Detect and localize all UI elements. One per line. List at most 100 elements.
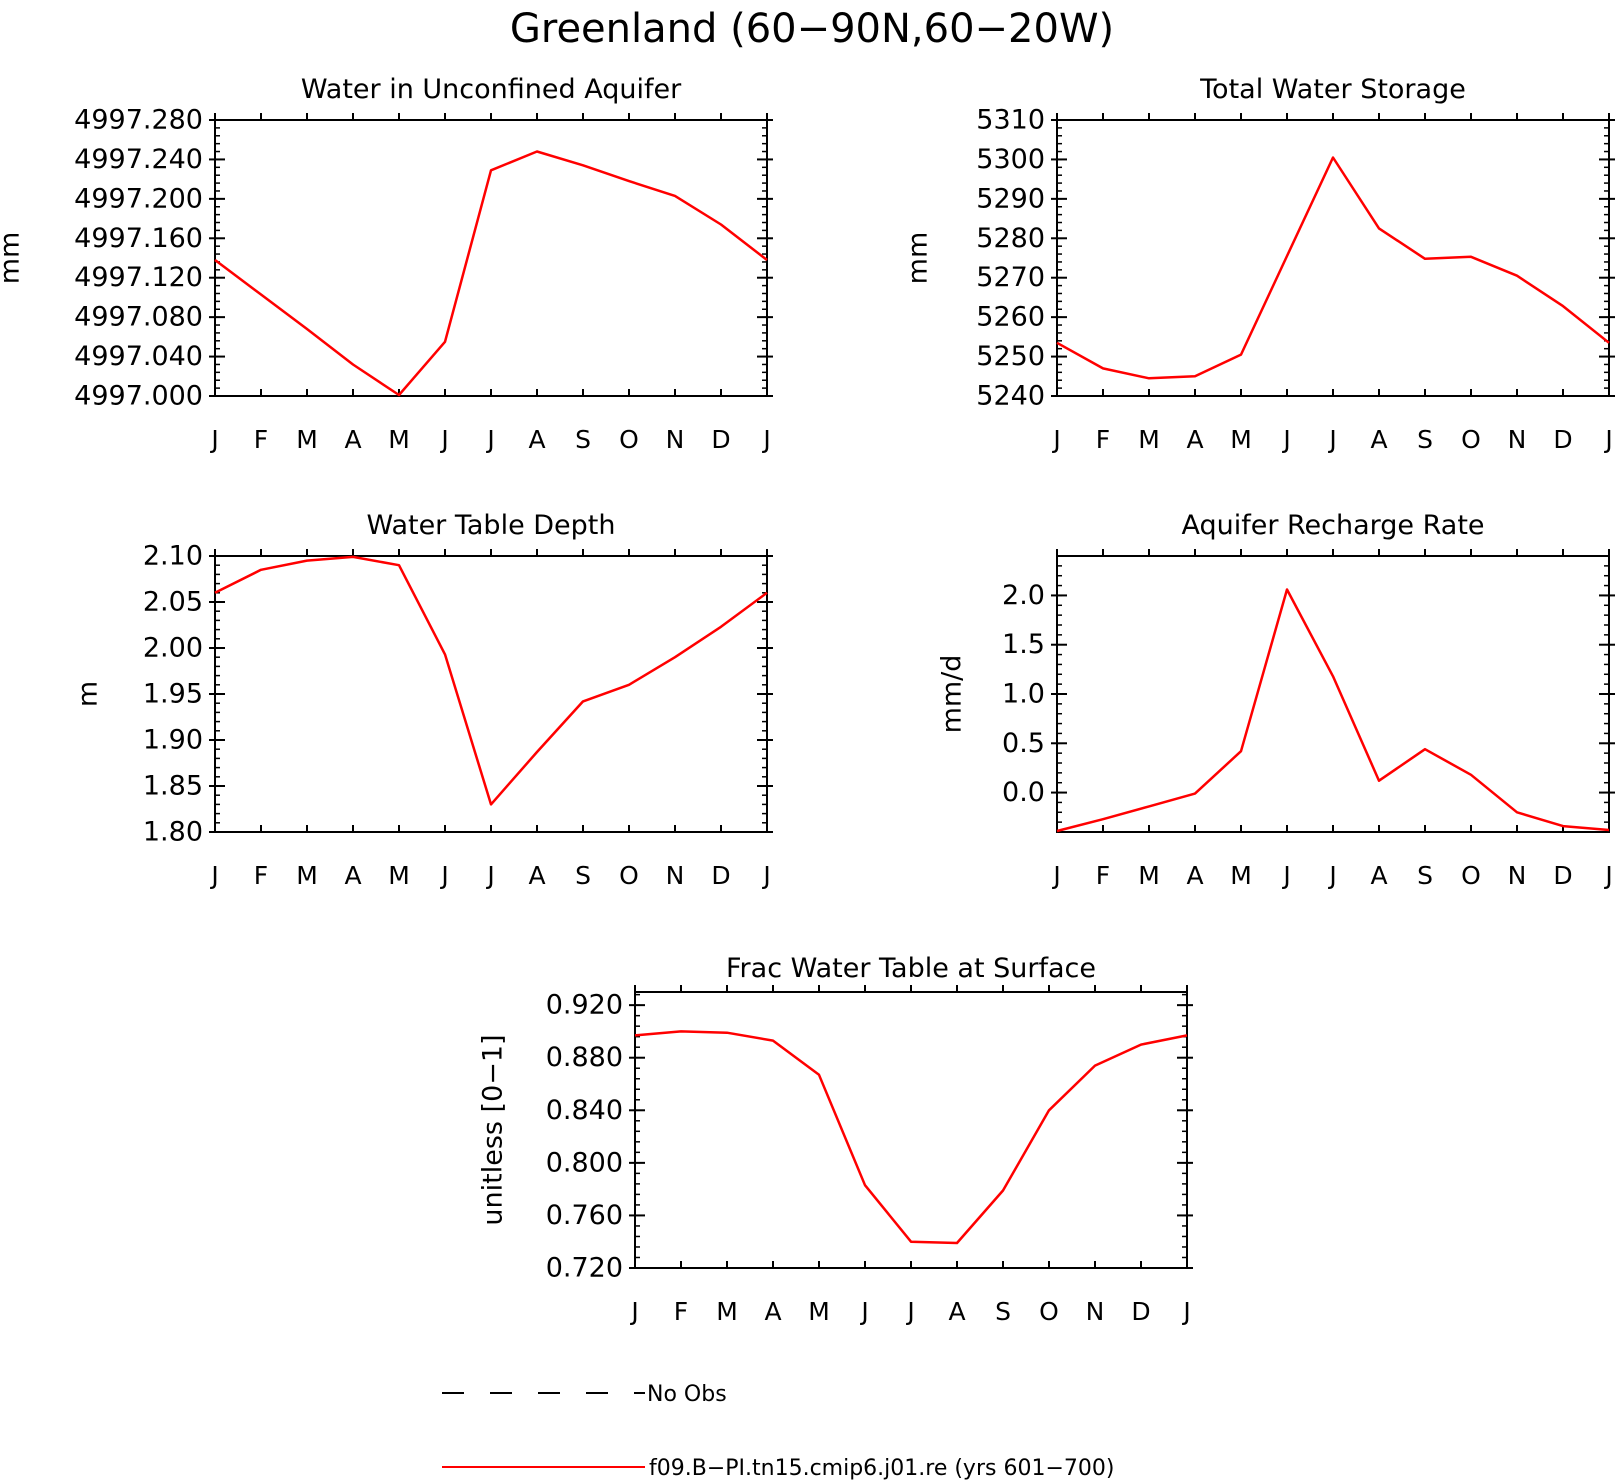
y-tick-label: 0.0 [1002, 777, 1045, 808]
y-tick-label: 1.85 [143, 771, 203, 802]
x-tick-label: J [1181, 1297, 1190, 1326]
x-tick-label: M [296, 861, 318, 890]
x-tick-label: A [764, 1297, 781, 1326]
y-tick-label: 2.00 [143, 633, 203, 664]
x-tick-label: A [344, 861, 361, 890]
y-tick-label: 4997.040 [74, 341, 203, 372]
x-tick-label: O [619, 861, 639, 890]
x-tick-label: M [1138, 425, 1160, 454]
y-tick-label: 5250 [976, 341, 1045, 372]
y-tick-label: 1.80 [143, 817, 203, 848]
plot-frame [1056, 555, 1610, 833]
x-tick-label: A [528, 861, 545, 890]
x-tick-label: D [1553, 425, 1572, 454]
x-tick-label: M [388, 425, 410, 454]
x-tick-label: A [528, 425, 545, 454]
series-line-1 [214, 555, 768, 806]
x-tick-label: M [1138, 861, 1160, 890]
x-tick-label: M [1230, 425, 1252, 454]
series-line-1 [214, 150, 768, 397]
x-tick-label: A [1370, 425, 1387, 454]
x-tick-label: M [716, 1297, 738, 1326]
y-tick-label: 4997.200 [74, 183, 203, 214]
x-tick-label: J [1327, 425, 1336, 454]
chart-title: Aquifer Recharge Rate [1181, 510, 1484, 541]
x-tick-label: M [296, 425, 318, 454]
y-tick-label: 4997.000 [74, 381, 203, 412]
x-tick-label: J [761, 425, 770, 454]
x-tick-label: N [666, 861, 685, 890]
x-tick-label: D [711, 425, 730, 454]
y-axis-label: mm [0, 232, 26, 285]
legend: No Obs f09.B−PI.tn15.cmip6.j01.re (yrs 6… [442, 1382, 1114, 1481]
x-tick-label: J [485, 425, 494, 454]
x-tick-label: O [1461, 425, 1481, 454]
x-tick-label: O [1039, 1297, 1059, 1326]
series-line-1 [1056, 588, 1610, 833]
x-tick-label: F [1096, 861, 1110, 890]
y-tick-label: 5270 [976, 262, 1045, 293]
y-tick-label: 0.720 [546, 1253, 623, 1284]
y-tick-label: 0.880 [546, 1042, 623, 1073]
x-tick-label: J [1051, 425, 1060, 454]
x-tick-label: D [1553, 861, 1572, 890]
x-tick-label: A [1186, 425, 1203, 454]
x-tick-label: F [254, 861, 268, 890]
x-tick-label: N [1086, 1297, 1105, 1326]
plot-frame [1056, 119, 1610, 397]
x-tick-label: S [575, 425, 591, 454]
x-tick-label: O [619, 425, 639, 454]
x-tick-label: J [209, 425, 218, 454]
y-tick-label: 1.95 [143, 679, 203, 710]
y-tick-label: 5260 [976, 302, 1045, 333]
x-tick-label: F [254, 425, 268, 454]
y-tick-label: 5310 [976, 105, 1045, 136]
chart-title: Total Water Storage [1199, 74, 1466, 105]
y-tick-label: 2.0 [1002, 580, 1045, 611]
x-tick-label: J [629, 1297, 638, 1326]
x-tick-label: O [1461, 861, 1481, 890]
x-tick-label: S [995, 1297, 1011, 1326]
y-tick-label: 4997.080 [74, 302, 203, 333]
x-tick-label: J [1281, 861, 1290, 890]
chart-panel-5: Frac Water Table at Surface unitless [0−1… [478, 953, 1193, 1326]
series-line-1 [634, 1030, 1188, 1245]
y-axis-label: m [73, 681, 104, 707]
chart-title: Frac Water Table at Surface [726, 953, 1096, 984]
plot-frame [214, 555, 768, 833]
y-tick-label: 5300 [976, 144, 1045, 175]
y-tick-label: 1.5 [1002, 629, 1045, 660]
x-tick-label: N [666, 425, 685, 454]
x-tick-label: S [1417, 425, 1433, 454]
y-axis-label: mm [903, 232, 934, 285]
x-tick-label: J [439, 861, 448, 890]
x-tick-label: N [1508, 425, 1527, 454]
x-tick-label: M [808, 1297, 830, 1326]
x-tick-label: J [209, 861, 218, 890]
y-tick-label: 4997.160 [74, 223, 203, 254]
legend-model-label: f09.B−PI.tn15.cmip6.j01.re (yrs 601−700) [649, 1456, 1114, 1481]
x-tick-label: J [1327, 861, 1336, 890]
x-tick-label: J [761, 861, 770, 890]
x-tick-label: A [1370, 861, 1387, 890]
y-tick-label: 5290 [976, 183, 1045, 214]
plot-frame [214, 119, 768, 397]
x-tick-label: S [575, 861, 591, 890]
x-tick-label: J [485, 861, 494, 890]
x-tick-label: F [674, 1297, 688, 1326]
y-tick-label: 1.0 [1002, 679, 1045, 710]
y-tick-label: 4997.240 [74, 144, 203, 175]
y-tick-label: 0.760 [546, 1200, 623, 1231]
x-tick-label: M [1230, 861, 1252, 890]
y-axis-label: unitless [0−1] [478, 1034, 509, 1225]
y-tick-label: 0.800 [546, 1147, 623, 1178]
y-tick-label: 5280 [976, 223, 1045, 254]
x-tick-label: J [859, 1297, 868, 1326]
y-tick-label: 1.90 [143, 725, 203, 756]
chart-title: Water in Unconfined Aquifer [301, 74, 682, 105]
